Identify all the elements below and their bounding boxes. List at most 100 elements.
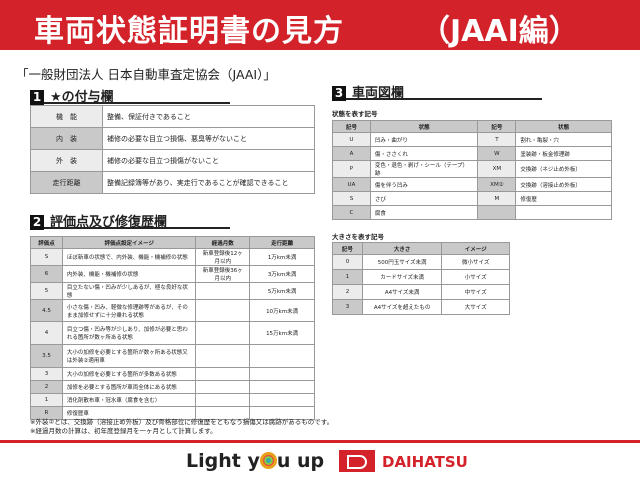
key-cell: 6 — [30, 265, 63, 283]
table-row: 3.5 大小の加修を必要とする箇所が数ヶ所ある状態又は外装②適用車 — [30, 344, 315, 368]
table-row: S さび M 修復歴 — [332, 191, 612, 206]
key-cell — [477, 205, 517, 220]
section2-heading: 2 評価点及び修復歴欄 — [30, 211, 230, 230]
slogan-text: u up — [276, 450, 325, 472]
value-cell: 割れ・亀裂・穴 — [515, 132, 612, 147]
column-header: 記号 — [332, 120, 371, 133]
key-cell: 走行距離 — [30, 171, 103, 194]
value-cell: 消化剤散布車・冠水車（腐食を含む） — [61, 393, 197, 407]
table-row: R 修復歴車 — [30, 406, 315, 420]
table-row: U 凹み・曲がり T 割れ・亀裂・穴 — [332, 132, 612, 147]
value-cell: 交換跡（ネジ止め外板） — [515, 160, 612, 178]
daihatsu-logo-icon — [339, 450, 375, 472]
key-cell: S — [332, 191, 371, 206]
key-cell: XM — [477, 160, 517, 178]
key-cell: M — [477, 191, 517, 206]
key-cell: 4.5 — [30, 299, 63, 322]
value-cell — [249, 380, 315, 394]
table-row: 0 500円玉サイズ未満 微小サイズ — [332, 254, 510, 270]
state-symbol-table: 記号 状態 記号 状態 U 凹み・曲がり T 割れ・亀裂・穴 A 傷・ささくれ W 塗装跡・板金修理跡… — [332, 120, 612, 220]
column-header: 走行距離 — [249, 236, 315, 249]
section3-heading: 3 車両図欄 — [332, 82, 542, 101]
key-cell: U — [332, 132, 371, 147]
score-table: 評価点 評価点設定イメージ 経過月数 走行距離 S ほぼ新車の状態で、内外装、機能・機補修… — [30, 236, 315, 420]
table-row: 6 内外装、機能・機補修の状態 新車登録後36ヶ月以内 3万km未満 — [30, 265, 315, 283]
table-row: 走行距離 整備記録簿等があり、実走行であることが確認できること — [30, 171, 315, 194]
title-banner: 車両状態証明書の見方 （JAAI編） — [0, 0, 640, 50]
value-cell: 塗装跡・板金修理跡 — [515, 146, 612, 161]
key-cell: S — [30, 248, 63, 266]
value-cell — [195, 393, 251, 407]
size-symbol-label: 大きさを表す記号 — [332, 233, 384, 241]
key-cell: 2 — [30, 380, 63, 394]
value-cell — [195, 367, 251, 381]
value-cell: 変色・退色・剥げ・シール（テープ）跡 — [369, 160, 479, 178]
table-row: A 傷・ささくれ W 塗装跡・板金修理跡 — [332, 146, 612, 161]
value-cell — [249, 393, 315, 407]
key-cell: 3 — [332, 299, 363, 315]
table-row: 3 A4サイズを超えたもの 大サイズ — [332, 299, 510, 315]
table-row: 機 能整備、保証付きであること — [30, 105, 315, 128]
value-cell: ほぼ新車の状態で、内外装、機能・機補修の状態 — [61, 248, 197, 266]
value-cell: 内外装、機能・機補修の状態 — [61, 265, 197, 283]
table-header-row: 記号 大きさ イメージ — [332, 242, 510, 255]
value-cell — [195, 380, 251, 394]
table-row: 1 カードサイズ未満 小サイズ — [332, 269, 510, 285]
value-cell — [195, 321, 251, 345]
column-header: 記号 — [477, 120, 517, 133]
value-cell: 加修を必要とする箇所が車両全体にある状態 — [61, 380, 197, 394]
value-cell: 腐食 — [369, 205, 479, 220]
value-cell: 15万km未満 — [249, 321, 315, 345]
key-cell: P — [332, 160, 371, 178]
value-cell: 微小サイズ — [441, 254, 510, 270]
value-cell: 傷を伴う凹み — [369, 177, 479, 192]
value-cell: 新車登録後36ヶ月以内 — [195, 265, 251, 283]
value-cell: A4サイズ未満 — [361, 284, 443, 300]
value-cell: 補修の必要な目立つ損傷、悪臭等がないこと — [102, 127, 315, 150]
key-cell: 外 装 — [30, 149, 103, 172]
key-cell: T — [477, 132, 517, 147]
key-cell: 内 装 — [30, 127, 103, 150]
key-cell: UA — [332, 177, 371, 192]
page-title-suffix: （JAAI編） — [420, 14, 579, 49]
value-cell: 5万km未満 — [249, 282, 315, 300]
notes: ※外装②とは、交換跡（溶接止め外板）及び骨格部位に修復歴をともなう損傷又は腐跡が… — [30, 418, 333, 436]
value-cell — [195, 299, 251, 322]
value-cell: 傷・ささくれ — [369, 146, 479, 161]
value-cell: 目立たない傷・凹みが少しあるが、極な良好な状態 — [61, 282, 197, 300]
table-row: 2 加修を必要とする箇所が車両全体にある状態 — [30, 380, 315, 394]
table-row: 外 装補修の必要な目立つ損傷がないこと — [30, 149, 315, 172]
column-header: 評価点 — [30, 236, 63, 249]
value-cell: さび — [369, 191, 479, 206]
section-title: 評価点及び修復歴欄 — [50, 215, 168, 230]
value-cell: カードサイズ未満 — [361, 269, 443, 285]
column-header: 大きさ — [361, 242, 443, 255]
value-cell: 10万km未満 — [249, 299, 315, 322]
value-cell: 中サイズ — [441, 284, 510, 300]
section-title: ★の付与欄 — [50, 90, 114, 105]
table-row: C 腐食 — [332, 205, 612, 220]
column-header: 状態 — [515, 120, 612, 133]
key-cell: 機 能 — [30, 105, 103, 128]
value-cell: 修復歴 — [515, 191, 612, 206]
brand-name: DAIHATSU — [382, 453, 468, 471]
organization-name: 「一般財団法人 日本自動車査定協会（JAAI）」 — [16, 67, 276, 82]
key-cell: C — [332, 205, 371, 220]
key-cell: 1 — [30, 393, 63, 407]
key-cell: 1 — [332, 269, 363, 285]
key-cell: 4 — [30, 321, 63, 345]
value-cell: 大小の加修を必要とする箇所が数ヶ所ある状態又は外装②適用車 — [61, 344, 197, 368]
star-table: 機 能整備、保証付きであること内 装補修の必要な目立つ損傷、悪臭等がないこと外 … — [30, 105, 315, 194]
state-symbol-label: 状態を表す記号 — [332, 110, 378, 118]
value-cell: 500円玉サイズ未満 — [361, 254, 443, 270]
value-cell: 整備記録簿等があり、実走行であることが確認できること — [102, 171, 315, 194]
table-row: 4.5 小さな傷・凹み、軽微な修理跡等があるが、そのまま加修せずに十分乗れる状態 1… — [30, 299, 315, 322]
key-cell: XM② — [477, 177, 517, 192]
value-cell: 交換跡（溶接止め外板） — [515, 177, 612, 192]
table-header-row: 評価点 評価点設定イメージ 経過月数 走行距離 — [30, 236, 315, 249]
value-cell: 補修の必要な目立つ損傷がないこと — [102, 149, 315, 172]
table-row: 2 A4サイズ未満 中サイズ — [332, 284, 510, 300]
key-cell: 3.5 — [30, 344, 63, 368]
value-cell: 大サイズ — [441, 299, 510, 315]
value-cell: 小サイズ — [441, 269, 510, 285]
